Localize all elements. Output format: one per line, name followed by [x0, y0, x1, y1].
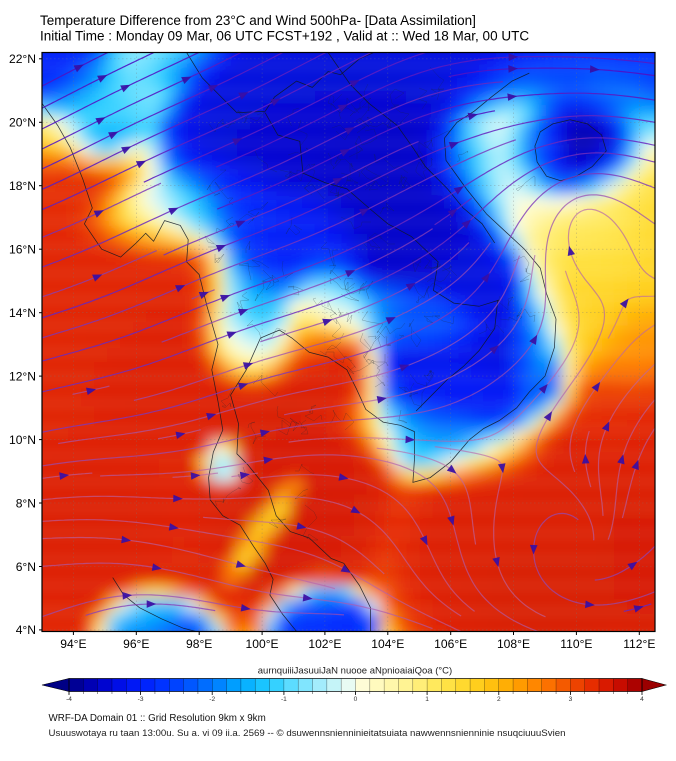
svg-text:8°N: 8°N	[16, 496, 36, 510]
svg-text:10°N: 10°N	[9, 433, 36, 447]
svg-text:4: 4	[640, 696, 644, 703]
svg-text:2: 2	[497, 696, 501, 703]
svg-text:1: 1	[425, 696, 429, 703]
svg-text:6°N: 6°N	[16, 560, 36, 574]
svg-text:Usuuswotaya ru taan 13:00u. Su: Usuuswotaya ru taan 13:00u. Su a. vi 09 …	[49, 728, 566, 738]
svg-text:100°E: 100°E	[246, 637, 279, 651]
svg-text:112°E: 112°E	[623, 637, 655, 651]
svg-text:104°E: 104°E	[371, 637, 404, 651]
svg-text:106°E: 106°E	[434, 637, 467, 651]
svg-text:18°N: 18°N	[9, 179, 36, 193]
svg-text:14°N: 14°N	[9, 306, 36, 320]
svg-text:110°E: 110°E	[560, 637, 592, 651]
svg-text:-3: -3	[138, 696, 144, 703]
svg-text:0: 0	[354, 696, 358, 703]
svg-text:98°E: 98°E	[186, 637, 212, 651]
svg-text:Temperature Difference from 23: Temperature Difference from 23°C and Win…	[40, 13, 476, 28]
svg-text:12°N: 12°N	[9, 369, 36, 383]
svg-text:WRF-DA Domain 01 :: Grid Resol: WRF-DA Domain 01 :: Grid Resolution 9km …	[49, 713, 266, 724]
svg-text:Initial Time : Monday 09 Mar,: Initial Time : Monday 09 Mar, 06 UTC FCS…	[40, 29, 529, 44]
svg-text:-1: -1	[281, 696, 287, 703]
svg-text:96°E: 96°E	[123, 637, 149, 651]
svg-text:108°E: 108°E	[497, 637, 530, 651]
svg-text:-2: -2	[209, 696, 215, 703]
svg-text:20°N: 20°N	[9, 116, 36, 130]
svg-text:102°E: 102°E	[308, 637, 341, 651]
svg-text:aurnquiiiJasuuiJaN nuooe aNpni: aurnquiiiJasuuiJaN nuooe aNpnioaiaiQoa (…	[258, 666, 452, 677]
svg-text:94°E: 94°E	[60, 637, 86, 651]
svg-text:3: 3	[569, 696, 573, 703]
svg-text:16°N: 16°N	[9, 243, 36, 257]
svg-text:4°N: 4°N	[16, 623, 36, 637]
svg-text:-4: -4	[66, 696, 72, 703]
svg-text:22°N: 22°N	[9, 52, 36, 66]
